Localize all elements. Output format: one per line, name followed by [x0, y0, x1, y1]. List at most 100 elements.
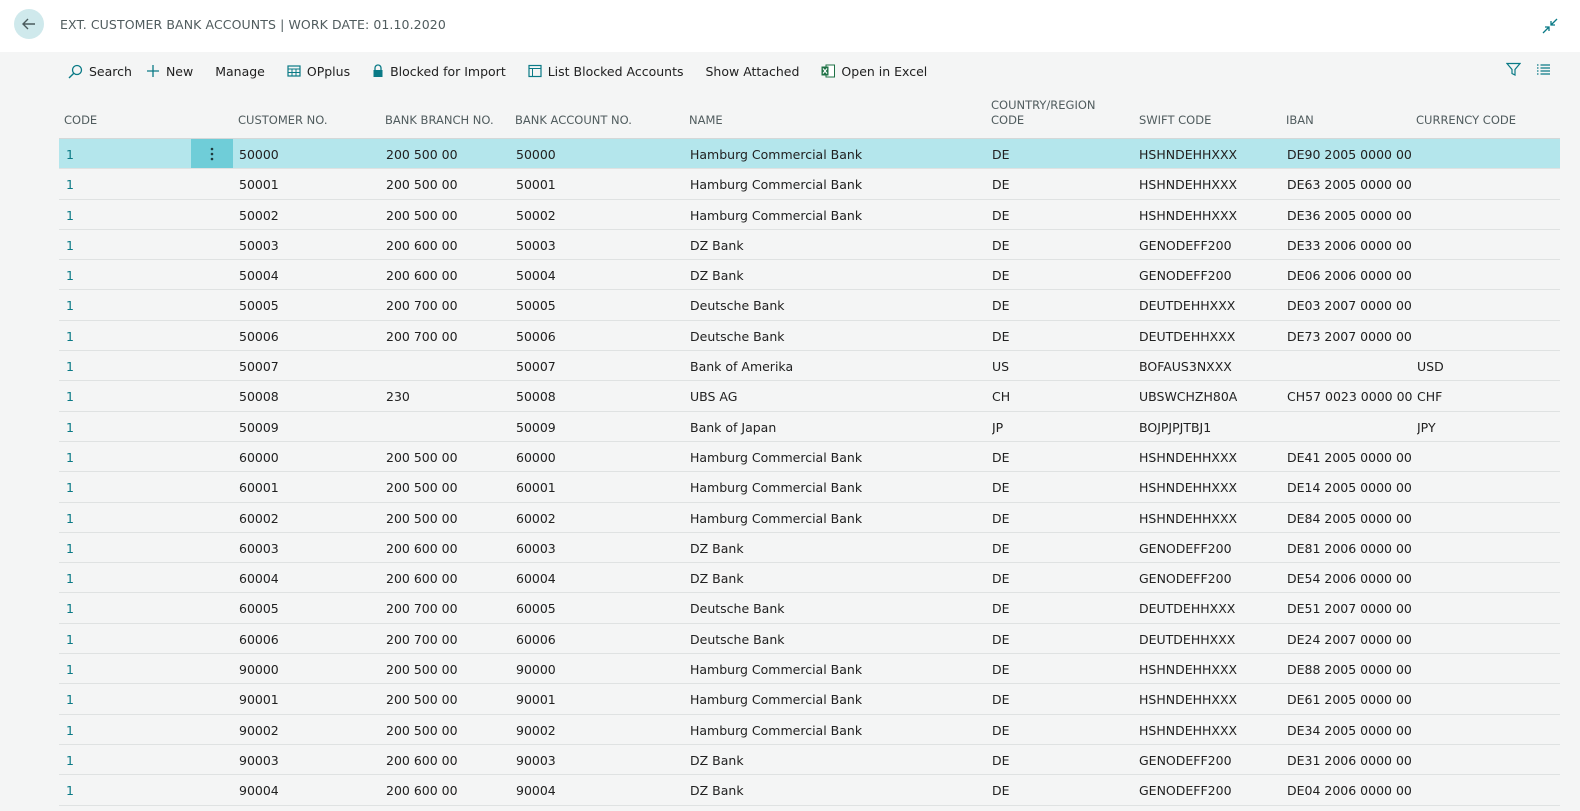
opplus-menu[interactable]: OPplus	[287, 60, 350, 82]
open-excel-label: Open in Excel	[841, 63, 928, 79]
table-row[interactable]: 1 90000 200 500 00 90000 Hamburg Commercial …	[59, 654, 1560, 685]
table-row[interactable]: 1 50009 50009 Bank of Japan JP BOJPJPJTBJ1 JPY	[59, 412, 1560, 442]
table-row[interactable]: 1 50006 200 700 00 50006 Deutsche Bank DE DEUT…	[59, 321, 1560, 352]
search-button[interactable]: Search	[68, 60, 132, 82]
cell-customer-no: 90003	[239, 752, 279, 768]
cell-code[interactable]: 1	[66, 540, 74, 556]
cell-name: Hamburg Commercial Bank	[690, 207, 863, 223]
cell-currency: USD	[1417, 359, 1444, 375]
table-row[interactable]: 1 60005 200 700 00 60005 Deutsche Bank DE DEUT…	[59, 593, 1560, 624]
cell-code[interactable]: 1	[66, 510, 74, 526]
column-header-swift[interactable]: SWIFT CODE	[1139, 113, 1212, 127]
cell-bank-account-no: 60003	[516, 540, 556, 556]
cell-code[interactable]: 1	[66, 237, 74, 253]
cell-code[interactable]: 1	[66, 449, 74, 465]
table-row[interactable]: 1 90004 200 600 00 90004 DZ Bank DE GENODEFF20…	[59, 775, 1560, 806]
table-row[interactable]: 1 60004 200 600 00 60004 DZ Bank DE GENODEFF20…	[59, 563, 1560, 594]
search-icon	[68, 64, 83, 78]
cell-bank-account-no: 90002	[516, 722, 556, 738]
cell-country: DE	[992, 298, 1010, 314]
table-row[interactable]: 1 50008 230 50008 UBS AG CH UBSWCHZH80A CH57 00…	[59, 381, 1560, 412]
excel-icon	[821, 64, 836, 78]
cell-code[interactable]: 1	[66, 298, 74, 314]
table-row[interactable]: 1 60002 200 500 00 60002 Hamburg Commercial …	[59, 503, 1560, 533]
cell-country: CH	[992, 389, 1011, 405]
cell-code[interactable]: 1	[66, 662, 74, 678]
cell-swift: HSHNDEHHXXX	[1139, 480, 1238, 496]
table-row[interactable]: 1 50001 200 500 00 50001 Hamburg Commercial …	[59, 169, 1560, 200]
cell-customer-no: 50004	[239, 268, 279, 284]
cell-code[interactable]: 1	[66, 601, 74, 617]
column-header-country[interactable]: COUNTRY/REGION CODE	[991, 98, 1096, 128]
table-row[interactable]: 1 90001 200 500 00 90001 Hamburg Commercial …	[59, 684, 1560, 715]
back-button[interactable]	[14, 9, 44, 39]
manage-label: Manage	[215, 63, 265, 79]
cell-iban: DE54 2006 0000 00...	[1287, 571, 1412, 587]
open-excel-button[interactable]: Open in Excel	[821, 60, 927, 82]
cell-code[interactable]: 1	[66, 631, 74, 647]
table-row[interactable]: 1 50000 200 500 00 50000 Hamburg Commercial …	[59, 139, 1560, 170]
column-header-country-line1: COUNTRY/REGION	[991, 98, 1096, 112]
cell-code[interactable]: 1	[66, 722, 74, 738]
cell-customer-no: 50002	[239, 207, 279, 223]
table-row[interactable]: 1 50005 200 700 00 50005 Deutsche Bank DE DEUT…	[59, 290, 1560, 321]
blocked-import-button[interactable]: Blocked for Import	[372, 60, 506, 82]
show-attached-button[interactable]: Show Attached	[706, 60, 800, 82]
cell-bank-branch-no: 200 500 00	[386, 722, 458, 738]
cell-iban: CH57 0023 0000 00...	[1287, 389, 1412, 405]
table-row[interactable]: 1 50002 200 500 00 50002 Hamburg Commercial …	[59, 200, 1560, 230]
cell-country: DE	[992, 147, 1010, 162]
table-body: 1 50000 200 500 00 50000 Hamburg Commercial …	[59, 139, 1560, 806]
cell-code[interactable]: 1	[66, 783, 74, 799]
table-row[interactable]: 1 60003 200 600 00 60003 DZ Bank DE GENODEFF20…	[59, 533, 1560, 564]
cell-code[interactable]: 1	[66, 419, 74, 435]
manage-menu[interactable]: Manage	[215, 60, 265, 82]
column-header-customer-no[interactable]: CUSTOMER NO.	[238, 113, 328, 127]
cell-code[interactable]: 1	[66, 480, 74, 496]
cell-code[interactable]: 1	[66, 389, 74, 405]
cell-code[interactable]: 1	[66, 359, 74, 375]
table-row[interactable]: 1 60006 200 700 00 60006 Deutsche Bank DE DEUT…	[59, 624, 1560, 655]
cell-code[interactable]: 1	[66, 268, 74, 284]
table-row[interactable]: 1 60001 200 500 00 60001 Hamburg Commercial …	[59, 472, 1560, 503]
table-row[interactable]: 1 50007 50007 Bank of Amerika US BOFAUS3NXXX U…	[59, 351, 1560, 382]
filter-button[interactable]	[1505, 62, 1522, 80]
cell-code[interactable]: 1	[66, 328, 74, 344]
cell-bank-branch-no: 200 600 00	[386, 752, 458, 768]
cell-code[interactable]: 1	[66, 752, 74, 768]
cell-code[interactable]: 1	[66, 207, 74, 223]
list-view-button[interactable]	[1536, 62, 1551, 80]
cell-swift: HSHNDEHHXXX	[1139, 207, 1238, 223]
cell-iban: DE03 2007 0000 00...	[1287, 298, 1412, 314]
cell-code[interactable]: 1	[66, 692, 74, 708]
cell-iban: DE33 2006 0000 00...	[1287, 237, 1412, 253]
cell-code[interactable]: 1	[66, 177, 74, 193]
cell-iban: DE34 2005 0000 00...	[1287, 722, 1412, 738]
table-row[interactable]: 1 50003 200 600 00 50003 DZ Bank DE GENODEFF20…	[59, 230, 1560, 261]
more-vertical-icon	[210, 147, 214, 160]
cell-code[interactable]: 1	[66, 147, 74, 162]
column-header-name[interactable]: NAME	[689, 113, 723, 127]
cell-iban: DE51 2007 0000 00...	[1287, 601, 1412, 617]
cell-customer-no: 90000	[239, 662, 279, 678]
table-row[interactable]: 1 90003 200 600 00 90003 DZ Bank DE GENODEFF20…	[59, 745, 1560, 776]
row-actions-button[interactable]	[191, 139, 233, 168]
table-row[interactable]: 1 90002 200 500 00 90002 Hamburg Commercial …	[59, 715, 1560, 745]
list-blocked-button[interactable]: List Blocked Accounts	[528, 60, 684, 82]
table-header: CODE CUSTOMER NO. BANK BRANCH NO. BANK A…	[59, 89, 1560, 139]
new-button[interactable]: New	[146, 60, 193, 82]
cell-bank-account-no: 50005	[516, 298, 556, 314]
column-header-bank-branch-no[interactable]: BANK BRANCH NO.	[385, 113, 494, 127]
table-row[interactable]: 1 50004 200 600 00 50004 DZ Bank DE GENODEFF20…	[59, 260, 1560, 291]
cell-country: DE	[992, 752, 1010, 768]
table-row[interactable]: 1 60000 200 500 00 60000 Hamburg Commercial …	[59, 442, 1560, 473]
cell-swift: GENODEFF200	[1139, 268, 1232, 284]
cell-customer-no: 90004	[239, 783, 279, 799]
column-header-bank-account-no[interactable]: BANK ACCOUNT NO.	[515, 113, 632, 127]
column-header-currency[interactable]: CURRENCY CODE	[1416, 113, 1517, 127]
cell-bank-branch-no: 200 600 00	[386, 237, 458, 253]
column-header-code[interactable]: CODE	[64, 113, 98, 127]
column-header-iban[interactable]: IBAN	[1286, 113, 1314, 127]
cell-code[interactable]: 1	[66, 571, 74, 587]
collapse-button[interactable]	[1542, 18, 1558, 34]
